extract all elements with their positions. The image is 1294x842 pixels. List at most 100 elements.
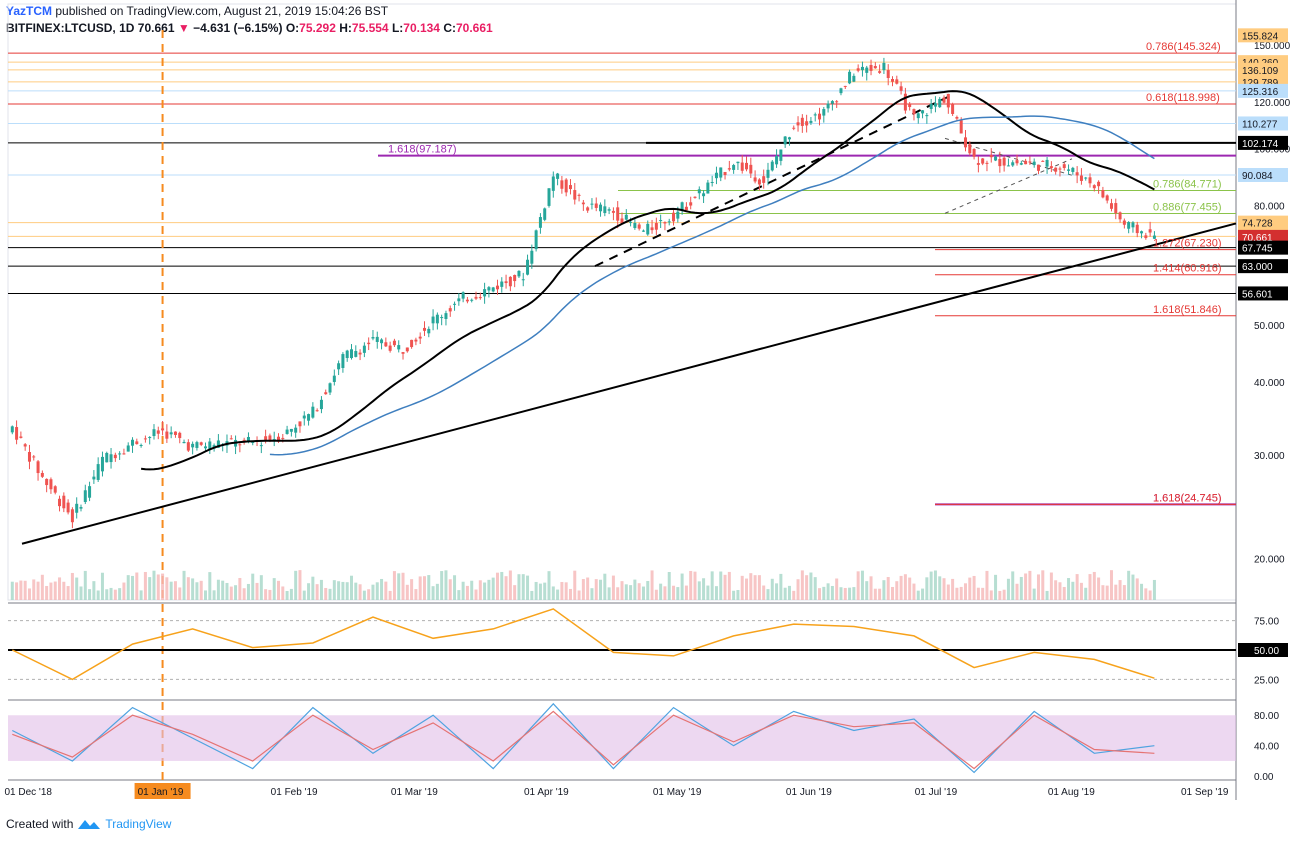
volume-bar <box>547 571 551 600</box>
candle <box>702 193 706 197</box>
candle <box>878 71 882 73</box>
volume-bar <box>384 581 388 600</box>
candle <box>66 502 70 513</box>
volume-bar <box>143 571 147 600</box>
candle <box>1049 166 1053 169</box>
candle <box>530 250 534 264</box>
candle <box>49 479 53 490</box>
volume-bar <box>345 582 349 600</box>
candle <box>796 122 800 126</box>
volume-bar <box>332 580 336 600</box>
candle <box>599 204 603 212</box>
candle <box>946 93 950 108</box>
fib-label: 1.272(67.230) <box>1153 238 1222 250</box>
volume-bar <box>757 575 761 600</box>
volume-bar <box>1122 585 1126 600</box>
volume-bar <box>1101 585 1105 600</box>
volume-bar <box>105 589 109 600</box>
volume-bar <box>448 579 452 600</box>
price-tick-label: 150.000 <box>1254 41 1291 52</box>
candle <box>564 179 568 193</box>
volume-bar <box>603 573 607 600</box>
candle <box>521 279 525 281</box>
candle <box>1075 172 1079 176</box>
volume-bar <box>607 587 611 600</box>
volume-bar <box>199 580 203 600</box>
volume-bar <box>161 573 165 600</box>
published-text: published on TradingView.com, August 21,… <box>55 4 389 18</box>
candle <box>882 62 886 71</box>
candle <box>1036 164 1040 171</box>
volume-bar <box>1140 583 1144 600</box>
volume-bar <box>298 570 302 600</box>
candle <box>835 101 839 103</box>
candle <box>1024 160 1028 165</box>
volume-bar <box>191 578 195 600</box>
volume-bar <box>15 582 19 600</box>
candle <box>191 443 195 448</box>
volume-bar <box>152 570 156 600</box>
candle <box>843 85 847 87</box>
candle <box>805 121 809 126</box>
candle <box>929 103 933 109</box>
candle <box>517 270 521 277</box>
candle <box>388 345 392 351</box>
candle <box>981 158 985 164</box>
volume-bar <box>204 590 208 600</box>
volume-bar <box>521 574 525 600</box>
volume-bar <box>839 587 843 600</box>
candle <box>92 476 96 480</box>
volume-bar <box>766 589 770 600</box>
price-tag <box>1238 259 1288 274</box>
volume-bar <box>933 570 937 600</box>
candle <box>27 451 31 462</box>
price-tag-label: 102.174 <box>1242 139 1279 150</box>
volume-bar <box>246 583 250 600</box>
volume-bar <box>113 589 117 600</box>
volume-bar <box>1127 570 1131 600</box>
volume-bar <box>474 589 478 600</box>
volume-bar <box>302 590 306 600</box>
rsi-tick-label: 75.00 <box>1254 617 1279 628</box>
author-name[interactable]: YazTCM <box>6 4 53 18</box>
candle <box>1084 177 1088 179</box>
tradingview-logo-icon[interactable] <box>77 817 101 831</box>
candle <box>169 432 173 435</box>
volume-bar <box>753 575 757 600</box>
candle <box>1002 157 1006 166</box>
volume-bar <box>891 586 895 600</box>
volume-bar <box>693 571 697 600</box>
high-value: 75.554 <box>351 21 389 35</box>
volume-bar <box>517 574 521 600</box>
fib-label: 1.618(24.745) <box>1153 492 1222 504</box>
candle <box>706 182 710 194</box>
candle <box>495 285 499 290</box>
candle <box>800 117 804 126</box>
tradingview-brand[interactable]: TradingView <box>105 817 172 831</box>
low-value: 70.134 <box>403 21 440 35</box>
volume-bar <box>856 571 860 600</box>
candle <box>448 308 452 312</box>
candle <box>955 117 959 119</box>
price-tag-label: 70.661 <box>1242 233 1273 244</box>
price-tag-label: 155.824 <box>1242 31 1279 42</box>
volume-bar <box>779 573 783 600</box>
candle <box>693 196 697 198</box>
volume-bar <box>251 573 255 600</box>
price-tag-label: 63.000 <box>1242 262 1273 273</box>
price-change: −4.631 (−6.15%) <box>193 21 283 35</box>
candle <box>319 399 323 410</box>
candle <box>504 281 508 284</box>
volume-bar <box>483 582 487 600</box>
fib-label: 0.618(118.998) <box>1146 92 1220 104</box>
volume-bar <box>714 586 718 600</box>
candle <box>1071 167 1075 172</box>
candle <box>607 209 611 211</box>
footer: Created with TradingView <box>6 817 171 831</box>
volume-bar <box>508 570 512 600</box>
volume-bar <box>465 585 469 600</box>
candle <box>75 503 79 513</box>
candle <box>1101 190 1105 198</box>
volume-bar <box>1049 572 1053 600</box>
